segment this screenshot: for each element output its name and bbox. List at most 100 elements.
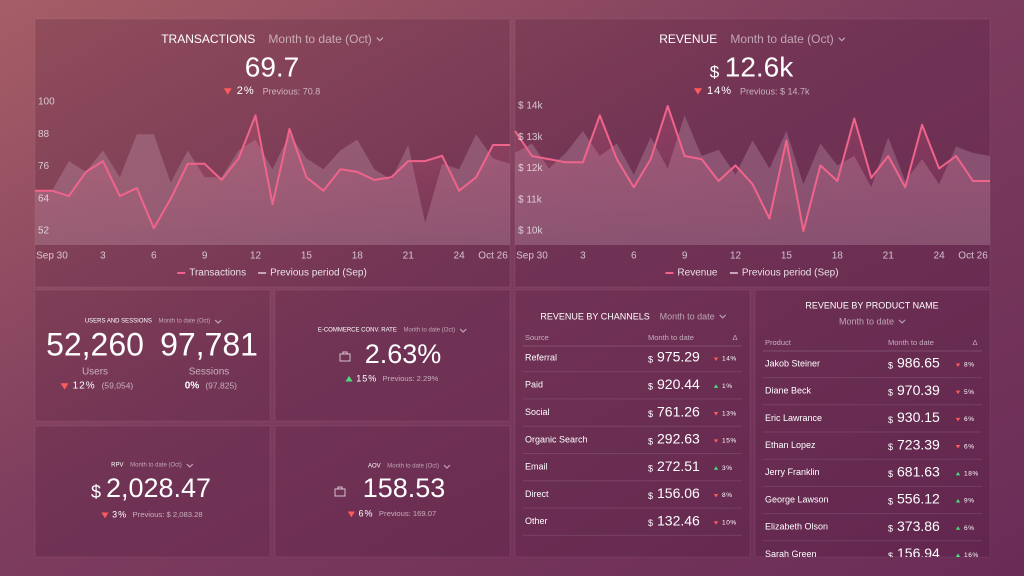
y-tick-label: 64: [38, 193, 50, 204]
x-tick-label: Oct 26: [478, 251, 508, 262]
row-value: 132.46: [657, 513, 700, 529]
y-tick-label: $ 12k: [518, 163, 543, 174]
kpi-value: 2,028.47: [106, 473, 211, 503]
row-value: 292.63: [657, 431, 700, 447]
x-tick-label: 9: [682, 251, 688, 262]
row-label: Other: [525, 516, 548, 526]
widget-subtitle: Month to date (Oct): [268, 32, 371, 46]
y-tick-label: $ 10k: [518, 226, 543, 237]
kpi-value: 158.53: [363, 473, 446, 503]
change-arrow: [955, 417, 961, 422]
change-arrow: [713, 466, 719, 470]
previous-value: Previous: 169.07: [379, 509, 436, 518]
x-tick-label: 18: [352, 251, 364, 262]
dropdown-chevron: [186, 463, 194, 468]
widget-header: REVENUE BY CHANNELS Month to date: [540, 311, 727, 321]
widget-header: RPV Month to date (Oct): [111, 463, 194, 469]
change-arrow: [955, 445, 961, 449]
row-value: 975.29: [657, 349, 700, 365]
change-value: 6%: [359, 508, 374, 518]
previous-value: Previous: 2.29%: [383, 374, 439, 383]
change-arrow: [713, 357, 719, 361]
kpi-prefix: $: [710, 62, 720, 81]
kpi-value-row: $2,028.47: [91, 473, 211, 503]
widget-subtitle: Month to date (Oct): [403, 328, 455, 334]
row-change: 6%: [964, 443, 975, 450]
row-change: 13%: [722, 410, 737, 417]
row-change: 1%: [722, 383, 733, 390]
y-tick-label: 76: [38, 161, 50, 172]
row-value: 970.39: [897, 382, 940, 398]
dropdown-chevron: [838, 37, 846, 42]
currency: $: [648, 382, 653, 392]
change-row: 0% (97,825): [185, 380, 237, 391]
row-label: Paid: [525, 380, 543, 390]
x-tick-label: 15: [781, 251, 793, 262]
row-change: 6%: [964, 416, 975, 423]
series-line: [514, 105, 990, 232]
previous-value: (97,825): [205, 380, 237, 390]
change-arrow: [713, 439, 719, 443]
x-tick-label: Sep 30: [516, 251, 548, 262]
widget-title: AOV: [368, 464, 381, 470]
widget-header: TRANSACTIONS Month to date (Oct): [161, 32, 384, 46]
column-header: Δ: [732, 333, 737, 342]
column-header: Product: [765, 338, 792, 347]
previous-value: Previous: $ 14.7k: [740, 86, 810, 96]
x-tick-label: 24: [454, 251, 466, 262]
legend-label: Transactions: [189, 268, 246, 279]
change-value: 15%: [356, 373, 377, 383]
previous-value: Previous: 70.8: [263, 86, 321, 96]
legend: Transactions Previous period (Sep): [177, 268, 367, 279]
kpi-value-row: $12.6k: [710, 51, 794, 82]
dropdown-chevron: [719, 314, 727, 319]
currency: $: [648, 491, 653, 501]
change-arrow: [713, 493, 719, 498]
icon: [339, 353, 351, 362]
column-header: Δ: [972, 338, 977, 347]
table-title: REVENUE BY PRODUCT NAME: [805, 300, 938, 310]
y-tick-label: $ 11k: [518, 194, 543, 205]
x-tick-label: 15: [301, 251, 313, 262]
column-header: Month to date: [888, 338, 934, 347]
row-label: Eric Lawrance: [765, 413, 822, 423]
widget-header: USERS AND SESSIONS Month to date (Oct): [85, 319, 222, 325]
x-tick-label: 6: [151, 251, 157, 262]
kpi-value: 69.7: [245, 51, 300, 82]
x-tick-label: 12: [730, 251, 742, 262]
change-row: 6% Previous: 169.07: [347, 508, 436, 518]
row-label: Direct: [525, 489, 549, 499]
row-label: Jakob Steiner: [765, 358, 820, 368]
change-row: 3% Previous: $ 2,083.28: [101, 509, 203, 519]
change-value: 12%: [73, 381, 96, 392]
x-tick-label: 12: [250, 251, 262, 262]
change-arrow: [955, 499, 961, 503]
change-arrow: [955, 363, 961, 367]
currency: $: [888, 524, 893, 534]
table-body: Product Month to date Δ Jakob Steiner $986.6…: [763, 338, 982, 557]
widget-header: AOV Month to date (Oct): [368, 464, 451, 470]
x-tick-label: Oct 26: [958, 251, 988, 262]
x-tick-label: 6: [631, 251, 637, 262]
legend-label: Previous period (Sep): [742, 268, 839, 279]
kpi-prefix: $: [91, 482, 101, 502]
dropdown-chevron: [214, 319, 222, 324]
legend: Revenue Previous period (Sep): [665, 268, 839, 279]
widget-subtitle: Month to date (Oct): [730, 32, 833, 46]
change-row: 2% Previous: 70.8: [223, 85, 321, 97]
currency: $: [648, 436, 653, 446]
change-value: 2%: [237, 85, 255, 97]
row-change: 8%: [964, 362, 975, 369]
row-value: 556.12: [897, 491, 940, 507]
change-arrow: [345, 375, 353, 382]
x-tick-label: 24: [934, 251, 946, 262]
legend-label: Previous period (Sep): [270, 268, 367, 279]
dropdown-chevron: [898, 319, 906, 324]
change-arrow: [955, 526, 961, 530]
row-change: 10%: [722, 520, 737, 527]
dropdown-chevron: [443, 464, 451, 469]
column-header: Month to date: [648, 333, 694, 342]
change-arrow: [955, 471, 961, 476]
